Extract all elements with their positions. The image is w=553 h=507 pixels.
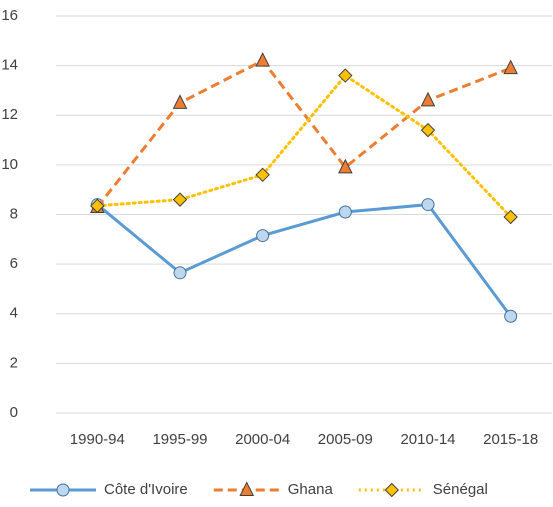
legend-marker [56, 483, 70, 497]
y-tick-label: 6 [10, 255, 18, 272]
marker [421, 198, 435, 212]
marker [90, 198, 105, 214]
marker [173, 266, 187, 280]
marker [338, 158, 353, 174]
y-tick-label: 16 [1, 7, 18, 24]
y-tick-label: 4 [10, 305, 18, 322]
series-line [96, 58, 512, 208]
x-tick-label: 1990-94 [70, 431, 125, 448]
y-tick-label: 12 [1, 106, 18, 123]
marker [255, 52, 270, 67]
x-tick-label: 2010-14 [400, 431, 455, 448]
marker [338, 205, 352, 219]
marker [420, 91, 436, 107]
marker [172, 192, 188, 207]
marker [503, 59, 518, 75]
legend-marker [239, 481, 255, 496]
x-tick-label: 2005-09 [318, 431, 373, 448]
marker [338, 68, 353, 83]
marker [256, 229, 270, 243]
y-tick-label: 10 [1, 156, 18, 173]
y-tick-label: 8 [10, 205, 18, 222]
y-tick-label: 0 [10, 404, 18, 421]
legend-label: Côte d'Ivoire [104, 481, 188, 498]
marker [420, 122, 436, 138]
y-tick-label: 14 [1, 57, 18, 74]
marker [172, 94, 188, 109]
legend-label: Sénégal [433, 481, 488, 498]
marker [255, 167, 270, 183]
y-tick-label: 2 [10, 354, 18, 371]
x-tick-label: 2000-04 [235, 431, 290, 448]
x-tick-label: 2015-18 [483, 431, 538, 448]
series-line [96, 203, 512, 318]
legend-marker [384, 482, 400, 498]
marker [504, 309, 518, 323]
legend-label: Ghana [288, 481, 334, 498]
marker [503, 209, 518, 225]
x-tick-label: 1995-99 [152, 431, 207, 448]
series-line [95, 73, 513, 219]
